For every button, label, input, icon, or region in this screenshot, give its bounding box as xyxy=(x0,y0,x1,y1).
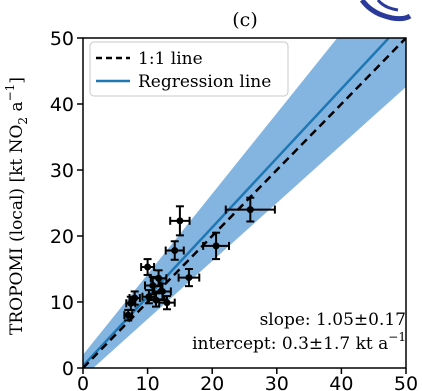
data-marker xyxy=(163,299,171,307)
x-tick-label: 10 xyxy=(136,373,160,391)
legend-label-regression: Regression line xyxy=(138,72,271,92)
slope-annotation: slope: 1.05±0.17 xyxy=(260,310,406,330)
plot-clip-group xyxy=(83,38,406,368)
x-tick-label: 30 xyxy=(265,373,289,391)
data-point-2 xyxy=(128,290,141,306)
y-tick-label: 10 xyxy=(50,292,74,314)
data-marker xyxy=(131,294,139,302)
data-marker xyxy=(185,274,193,282)
data-point-10 xyxy=(164,240,185,261)
data-marker xyxy=(124,311,132,319)
data-marker xyxy=(152,296,160,304)
y-axis-label-sup: −1 xyxy=(3,84,17,102)
legend: 1:1 line Regression line xyxy=(89,41,289,97)
y-axis-label-mid: a xyxy=(7,101,27,117)
data-marker xyxy=(155,274,163,282)
y-axis-label-end: ] xyxy=(7,77,27,84)
data-marker xyxy=(158,287,166,295)
y-tick-label: 50 xyxy=(50,28,74,50)
legend-box xyxy=(89,41,289,97)
panel-label: (c) xyxy=(232,9,257,31)
data-marker xyxy=(246,206,254,214)
regression-line xyxy=(83,38,391,367)
data-marker xyxy=(212,242,220,250)
data-point-13 xyxy=(202,231,230,261)
one-to-one-line xyxy=(83,38,406,368)
y-axis-label: TROPOMI (local) [kt NO2 a−1] xyxy=(3,77,30,335)
corner-logo-fragment xyxy=(359,0,412,22)
x-tick-label: 40 xyxy=(329,373,353,391)
data-point-3 xyxy=(140,258,156,276)
y-tick-label: 40 xyxy=(50,94,74,116)
x-tick-label: 20 xyxy=(200,373,224,391)
data-point-0 xyxy=(123,308,134,322)
data-point-9 xyxy=(158,295,176,311)
y-axis-label-sub: 2 xyxy=(16,117,30,125)
y-tick-label: 30 xyxy=(50,160,74,182)
data-marker xyxy=(171,247,179,255)
data-marker xyxy=(149,282,157,289)
x-tick-label: 50 xyxy=(394,373,418,391)
axes-frame xyxy=(82,37,407,369)
data-point-12 xyxy=(177,268,201,288)
data-point-8 xyxy=(153,282,172,301)
data-marker xyxy=(144,263,152,271)
data-point-7 xyxy=(149,269,168,288)
x-tick-label: 0 xyxy=(77,373,89,391)
confidence-band xyxy=(83,38,406,368)
intercept-annotation-sup: −1 xyxy=(388,330,406,344)
y-tick-label: 0 xyxy=(62,358,74,380)
data-marker xyxy=(176,217,184,225)
legend-label-1to1: 1:1 line xyxy=(138,49,203,69)
plot-area: 0 10 20 30 40 50 0 10 20 30 40 50 xyxy=(50,28,418,391)
intercept-annotation: intercept: 0.3±1.7 kt a−1 xyxy=(192,330,406,354)
y-tick-label: 20 xyxy=(50,226,74,248)
y-axis-label-main: TROPOMI (local) [kt NO xyxy=(7,125,27,335)
data-point-11 xyxy=(169,205,191,237)
intercept-annotation-main: intercept: 0.3±1.7 kt a xyxy=(192,334,388,354)
data-point-14 xyxy=(224,196,276,223)
